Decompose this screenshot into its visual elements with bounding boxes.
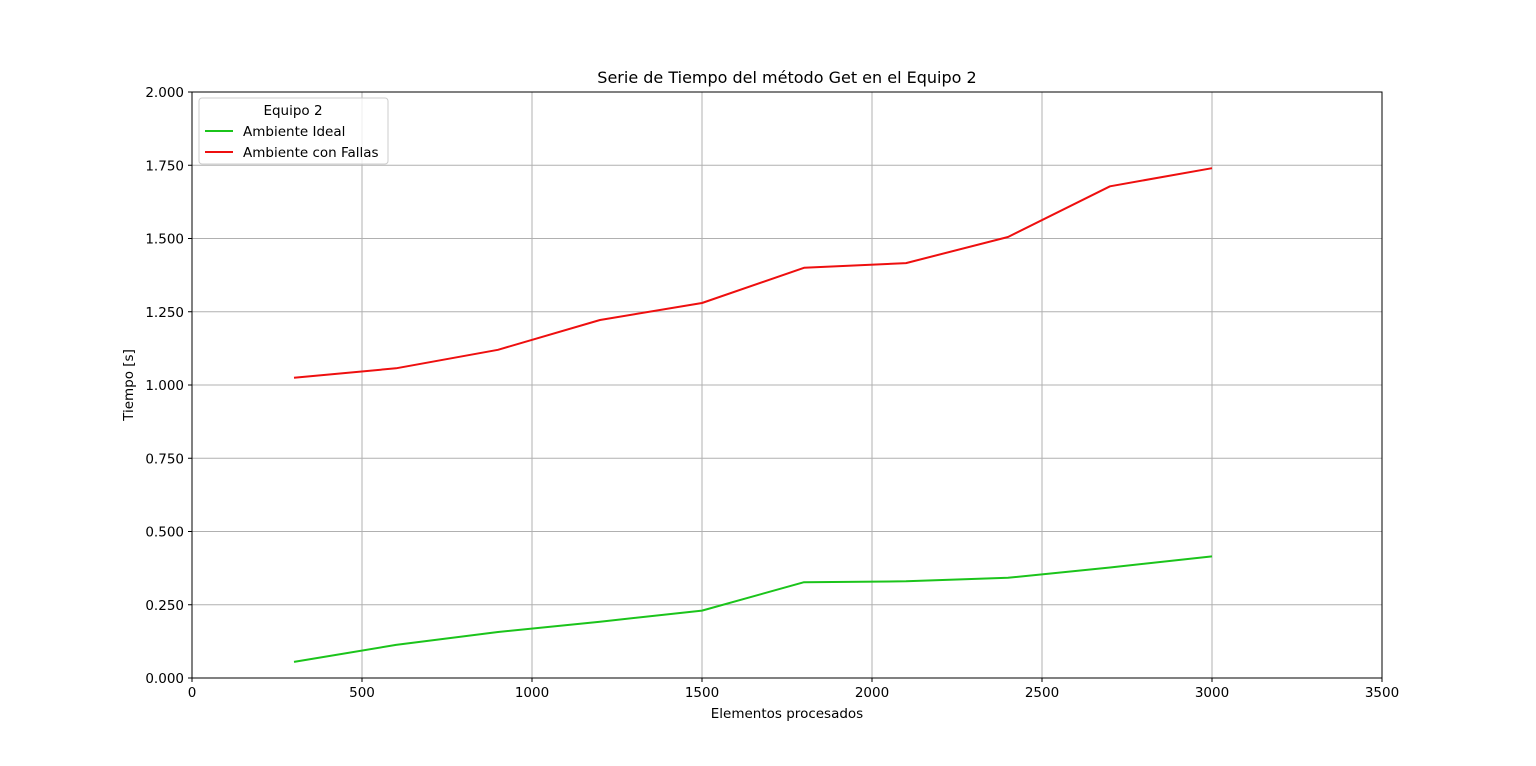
y-tick-label: 0.000 [145,671,184,687]
x-tick-label: 3500 [1365,685,1399,701]
y-tick-label: 0.750 [145,451,184,467]
y-tick-label: 0.500 [145,525,184,541]
x-tick-label: 2000 [855,685,889,701]
legend-label-ambiente-ideal: Ambiente Ideal [243,124,345,140]
grid [191,91,1383,679]
y-axis-label: Tiempo [s] [121,349,137,422]
x-tick-label: 500 [349,685,375,701]
y-tick-label: 0.250 [145,598,184,614]
x-tick-label: 3000 [1195,685,1229,701]
y-tick-label: 1.250 [145,305,184,321]
y-tick-label: 1.500 [145,232,184,248]
series-line-ambiente-con-fallas [293,167,1213,379]
series-lines [293,167,1213,663]
x-tick-label: 1500 [685,685,719,701]
x-tick-label: 2500 [1025,685,1059,701]
axis-ticks: 0 500 1000 1500 2000 2500 3000 3500 0.000 0.250 0.… [145,85,1399,701]
chart-title: Serie de Tiempo del método Get en el Equ… [597,68,976,87]
series-line-ambiente-ideal [293,555,1213,663]
legend-title: Equipo 2 [263,103,322,119]
x-tick-label: 0 [188,685,197,701]
legend: Equipo 2 Ambiente Ideal Ambiente con Fal… [198,97,389,165]
legend-box [198,97,389,165]
y-tick-label: 1.750 [145,158,184,174]
legend-label-ambiente-con-fallas: Ambiente con Fallas [243,145,379,161]
x-axis-label: Elementos procesados [711,706,863,722]
y-tick-label: 2.000 [145,85,184,101]
y-tick-label: 1.000 [145,378,184,394]
x-tick-label: 1000 [515,685,549,701]
